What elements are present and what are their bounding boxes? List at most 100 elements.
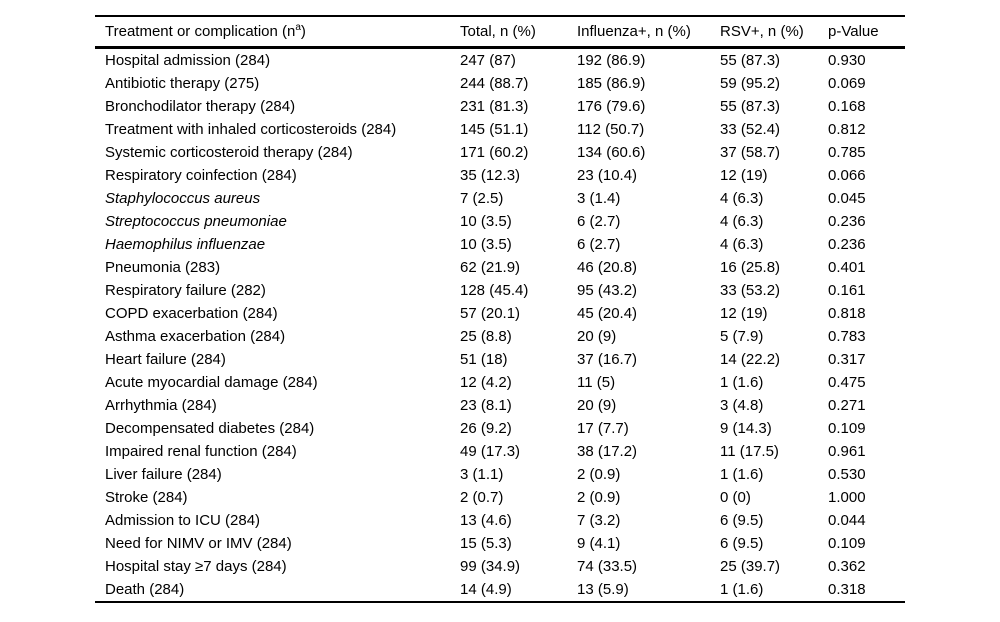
rsv-cell: 55 (87.3): [720, 52, 781, 69]
table-row: Treatment with inhaled corticosteroids (…: [95, 118, 905, 141]
row-label: Bronchodilator therapy (284): [105, 98, 296, 115]
influenza-cell: 7 (3.2): [577, 512, 621, 529]
rsv-cell: 9 (14.3): [720, 420, 772, 437]
pvalue-cell: 0.109: [828, 535, 866, 552]
table-row: Haemophilus influenzae 10 (3.5) 6 (2.7) 4 (…: [95, 233, 905, 256]
rsv-cell: 55 (87.3): [720, 98, 781, 115]
table-row: Staphylococcus aureus 7 (2.5) 3 (1.4) 4 (6.…: [95, 187, 905, 210]
row-label: Admission to ICU (284): [105, 512, 261, 529]
col-header-pvalue: p-Value: [828, 16, 905, 49]
pvalue-cell: 0.530: [828, 466, 866, 483]
col-header-treatment-text: Treatment or complication (n: [105, 23, 296, 40]
table-row: Respiratory failure (282) 128 (45.4) 95 (4…: [95, 279, 905, 302]
pvalue-cell: 0.109: [828, 420, 866, 437]
table-row: Death (284) 14 (4.9) 13 (5.9) 1 (1.6) 0.318: [95, 578, 905, 602]
total-cell: 99 (34.9): [460, 558, 521, 575]
table-row: Arrhythmia (284) 23 (8.1) 20 (9) 3 (4.8) 0.2…: [95, 394, 905, 417]
row-label: Stroke (284): [105, 489, 188, 506]
col-header-treatment: Treatment or complication (na): [95, 16, 460, 49]
influenza-cell: 95 (43.2): [577, 282, 638, 299]
row-label: Liver failure (284): [105, 466, 222, 483]
rsv-cell: 16 (25.8): [720, 259, 781, 276]
rsv-cell: 33 (53.2): [720, 282, 781, 299]
total-cell: 26 (9.2): [460, 420, 512, 437]
total-cell: 12 (4.2): [460, 374, 512, 391]
table-row: Impaired renal function (284) 49 (17.3) 38…: [95, 440, 905, 463]
rsv-cell: 37 (58.7): [720, 144, 781, 161]
row-label: COPD exacerbation (284): [105, 305, 278, 322]
row-label: Treatment with inhaled corticosteroids (…: [105, 121, 397, 138]
rsv-cell: 4 (6.3): [720, 190, 764, 207]
rsv-cell: 12 (19): [720, 167, 768, 184]
total-cell: 35 (12.3): [460, 167, 521, 184]
rsv-cell: 4 (6.3): [720, 213, 764, 230]
influenza-cell: 13 (5.9): [577, 581, 629, 598]
pvalue-cell: 0.066: [828, 167, 866, 184]
influenza-cell: 9 (4.1): [577, 535, 621, 552]
total-cell: 2 (0.7): [460, 489, 504, 506]
row-label: Systemic corticosteroid therapy (284): [105, 144, 353, 161]
total-cell: 128 (45.4): [460, 282, 529, 299]
total-cell: 23 (8.1): [460, 397, 512, 414]
influenza-cell: 112 (50.7): [577, 121, 645, 138]
pvalue-cell: 0.236: [828, 213, 866, 230]
row-label: Hospital stay ≥7 days (284): [105, 558, 287, 575]
pvalue-cell: 0.783: [828, 328, 866, 345]
table-row: Respiratory coinfection (284) 35 (12.3) 23…: [95, 164, 905, 187]
pvalue-cell: 0.475: [828, 374, 866, 391]
rsv-cell: 4 (6.3): [720, 236, 764, 253]
total-cell: 57 (20.1): [460, 305, 521, 322]
total-cell: 247 (87): [460, 52, 516, 69]
total-cell: 3 (1.1): [460, 466, 504, 483]
pvalue-cell: 0.271: [828, 397, 866, 414]
table-row: Systemic corticosteroid therapy (284) 171…: [95, 141, 905, 164]
pvalue-cell: 0.812: [828, 121, 866, 138]
influenza-cell: 134 (60.6): [577, 144, 646, 161]
total-cell: 10 (3.5): [460, 236, 512, 253]
total-cell: 25 (8.8): [460, 328, 512, 345]
influenza-cell: 176 (79.6): [577, 98, 646, 115]
table-row: Heart failure (284) 51 (18) 37 (16.7) 14 (2…: [95, 348, 905, 371]
influenza-cell: 37 (16.7): [577, 351, 638, 368]
rsv-cell: 5 (7.9): [720, 328, 764, 345]
table-row: Acute myocardial damage (284) 12 (4.2) 11 …: [95, 371, 905, 394]
row-label: Heart failure (284): [105, 351, 226, 368]
pvalue-cell: 0.401: [828, 259, 866, 276]
influenza-cell: 192 (86.9): [577, 52, 646, 69]
pvalue-cell: 0.045: [828, 190, 866, 207]
table-row: Admission to ICU (284) 13 (4.6) 7 (3.2) 6 (…: [95, 509, 905, 532]
col-header-rsv: RSV+, n (%): [720, 16, 828, 49]
table-row: Pneumonia (283) 62 (21.9) 46 (20.8) 16 (25.…: [95, 256, 905, 279]
table-row: Decompensated diabetes (284) 26 (9.2) 17 (…: [95, 417, 905, 440]
table-row: Asthma exacerbation (284) 25 (8.8) 20 (9) 5…: [95, 325, 905, 348]
rsv-cell: 1 (1.6): [720, 466, 764, 483]
col-header-total: Total, n (%): [460, 16, 577, 49]
table-row: Hospital admission (284) 247 (87) 192 (86.…: [95, 48, 905, 73]
rsv-cell: 1 (1.6): [720, 374, 764, 391]
treatment-complication-table: Treatment or complication (na) Total, n …: [95, 15, 905, 603]
rsv-cell: 6 (9.5): [720, 512, 764, 529]
influenza-cell: 17 (7.7): [577, 420, 629, 437]
table-row: Liver failure (284) 3 (1.1) 2 (0.9) 1 (1.6)…: [95, 463, 905, 486]
total-cell: 171 (60.2): [460, 144, 529, 161]
superscript-a: a: [295, 22, 301, 33]
table-row: Stroke (284) 2 (0.7) 2 (0.9) 0 (0) 1.000: [95, 486, 905, 509]
rsv-cell: 1 (1.6): [720, 581, 764, 598]
row-label: Arrhythmia (284): [105, 397, 217, 414]
influenza-cell: 38 (17.2): [577, 443, 638, 460]
influenza-cell: 23 (10.4): [577, 167, 638, 184]
total-cell: 7 (2.5): [460, 190, 504, 207]
total-cell: 51 (18): [460, 351, 508, 368]
influenza-cell: 11 (5): [577, 374, 616, 391]
row-label: Asthma exacerbation (284): [105, 328, 286, 345]
influenza-cell: 74 (33.5): [577, 558, 638, 575]
influenza-cell: 185 (86.9): [577, 75, 646, 92]
pvalue-cell: 1.000: [828, 489, 866, 506]
rsv-cell: 14 (22.2): [720, 351, 781, 368]
influenza-cell: 45 (20.4): [577, 305, 638, 322]
pvalue-cell: 0.818: [828, 305, 866, 322]
pvalue-cell: 0.930: [828, 52, 866, 69]
row-label: Antibiotic therapy (275): [105, 75, 260, 92]
row-label: Pneumonia (283): [105, 259, 221, 276]
row-label: Death (284): [105, 581, 185, 598]
